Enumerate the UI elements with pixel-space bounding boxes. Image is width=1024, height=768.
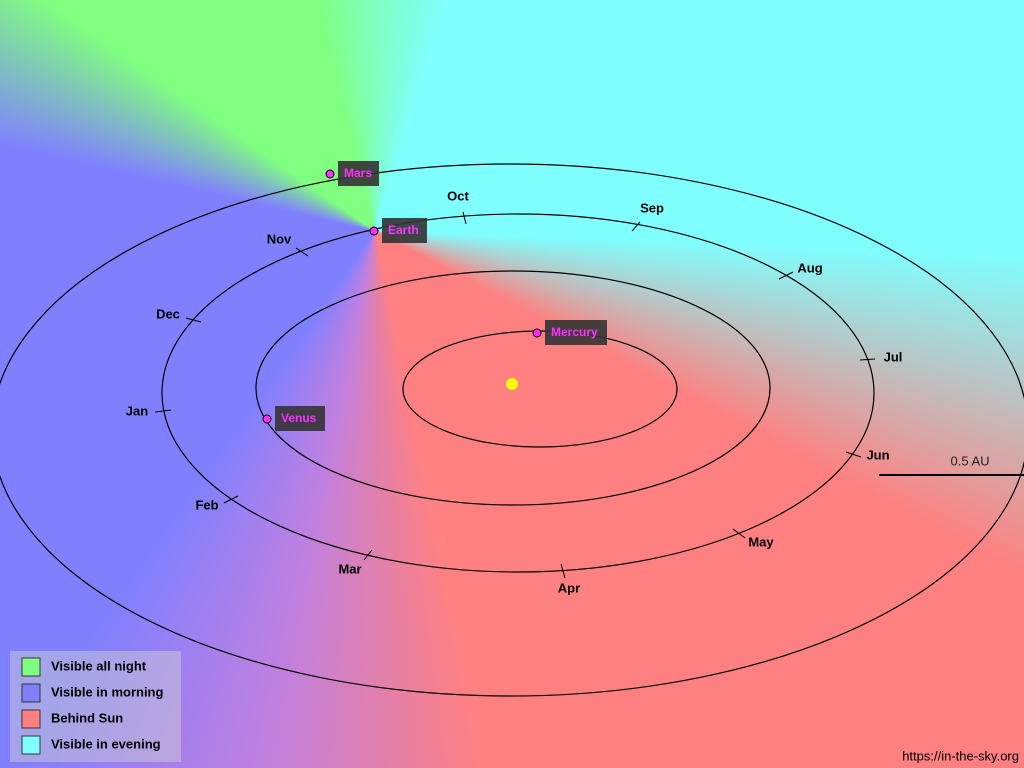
month-label: Oct xyxy=(447,188,469,203)
tick xyxy=(859,358,876,361)
planet xyxy=(325,169,335,179)
planet-label: Venus xyxy=(281,411,317,425)
tick xyxy=(560,563,566,579)
month-label: Sep xyxy=(640,200,664,215)
tick xyxy=(631,221,641,232)
orbit-mercury xyxy=(402,330,678,448)
legend-swatch xyxy=(21,709,41,729)
legend-label: Visible all night xyxy=(51,658,147,673)
planet-label: Earth xyxy=(388,223,419,237)
tick xyxy=(223,495,239,504)
legend-swatch xyxy=(21,735,41,755)
orbit-mars xyxy=(0,163,1024,697)
month-label: Dec xyxy=(156,306,180,321)
month-label: Jun xyxy=(866,447,889,462)
month-label: May xyxy=(748,534,774,549)
tick xyxy=(462,211,467,225)
month-label: Feb xyxy=(195,497,218,512)
month-label: Mar xyxy=(338,561,361,576)
tick xyxy=(154,409,172,413)
orbit-venus xyxy=(255,270,771,506)
legend-swatch xyxy=(21,683,41,703)
tick xyxy=(295,247,309,257)
planet-label: Mars xyxy=(344,166,372,180)
legend-label: Visible in morning xyxy=(51,684,164,699)
scale-label: 0.5 AU xyxy=(950,453,989,468)
month-label: Apr xyxy=(558,580,580,595)
month-label: Jan xyxy=(126,403,148,418)
month-ticks xyxy=(154,211,876,579)
planet-label: Mercury xyxy=(551,325,598,339)
legend-label: Visible in evening xyxy=(51,736,161,751)
sun xyxy=(506,378,518,390)
credit: https://in-the-sky.org xyxy=(902,748,1019,763)
legend: Visible all night Visible in morning Behin… xyxy=(10,651,181,762)
planet-label-box xyxy=(382,218,427,243)
tick xyxy=(778,271,794,280)
tick xyxy=(845,451,862,458)
planet xyxy=(532,328,542,338)
planet xyxy=(369,226,379,236)
planet-label-box xyxy=(545,320,607,345)
planet xyxy=(262,414,272,424)
month-label: Jul xyxy=(884,349,903,364)
legend-label: Behind Sun xyxy=(51,710,123,725)
legend-swatch xyxy=(21,657,41,677)
month-label: Aug xyxy=(797,260,822,275)
tick xyxy=(185,317,202,323)
tick xyxy=(732,528,746,539)
planet-label-box xyxy=(275,406,325,431)
planet-label-box xyxy=(338,161,379,186)
orbit-earth xyxy=(161,213,875,573)
tick xyxy=(363,549,373,561)
month-label: Nov xyxy=(267,231,292,246)
